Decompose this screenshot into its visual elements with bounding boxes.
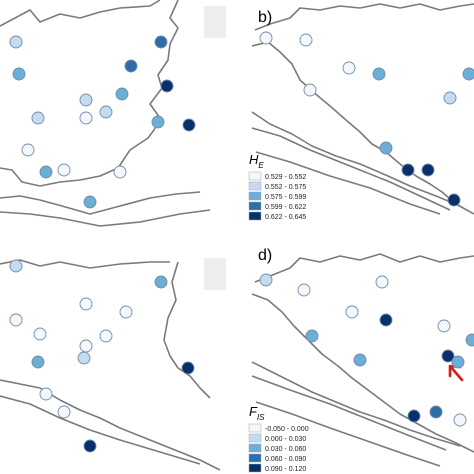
legend-label: 0.000 - 0.030 [265,436,306,443]
site-marker [79,93,93,107]
site-marker [9,313,23,327]
site-marker [421,163,435,177]
legend-title-sub: IS [257,413,265,422]
site-marker [447,193,461,207]
site-marker [57,405,71,419]
legend-title: HE [249,152,264,170]
legend-label: 0.090 - 0.120 [265,466,306,473]
panel-label-b: b) [258,9,272,26]
site-marker [151,115,165,129]
site-marker [181,361,195,375]
panel-divider-horizontal [0,234,474,244]
site-marker [451,355,465,369]
site-marker [33,327,47,341]
site-marker [401,163,415,177]
legend-swatch [248,211,262,221]
site-marker [9,35,23,49]
site-marker [31,111,45,125]
site-marker [154,275,168,289]
site-marker [154,35,168,49]
site-marker [39,165,53,179]
site-marker [303,83,317,97]
legend-swatch [248,423,262,433]
site-marker [113,165,127,179]
legend-label: 0.060 - 0.090 [265,456,306,463]
site-marker [345,305,359,319]
site-marker [83,439,97,453]
coastline [0,0,211,227]
legend-label: 0.622 - 0.645 [265,214,306,221]
scale-bar-box [204,6,226,38]
site-marker [453,413,467,427]
site-marker [99,105,113,119]
site-marker [83,195,97,209]
legend-fis: FIS -0.050 - 0.000 0.000 - 0.030 0.030 - 0… [248,404,309,473]
legend-swatch [248,201,262,211]
legend-swatch [248,443,262,453]
site-marker [443,91,457,105]
site-marker [39,387,53,401]
legend-he: HE 0.529 - 0.552 0.552 - 0.575 0.575 - 0.5… [248,152,306,221]
panel-a [0,0,226,227]
site-marker [21,143,35,157]
site-marker [407,409,421,423]
site-marker [31,355,45,369]
legend-label: 0.599 - 0.622 [265,204,306,211]
site-marker [375,275,389,289]
site-marker [429,405,443,419]
legend-swatch [248,453,262,463]
site-marker [77,351,91,365]
site-marker [57,163,71,177]
site-marker [124,59,138,73]
site-marker [79,111,93,125]
legend-label: 0.575 - 0.599 [265,194,306,201]
site-marker [160,79,174,93]
site-marker [297,283,311,297]
legend-label: -0.050 - 0.000 [265,426,309,433]
coastline [251,253,474,467]
site-marker [379,313,393,327]
legend-title-sub: E [258,161,264,170]
panel-label-d: d) [258,247,272,264]
site-marker [353,353,367,367]
site-marker [119,305,133,319]
panel-c [0,258,226,471]
site-marker [462,67,474,81]
legend-swatch [248,191,262,201]
site-markers [9,31,474,453]
scale-bar-box [204,258,226,290]
coastline [0,259,221,471]
panel-d: d) [251,247,474,467]
site-marker [79,339,93,353]
panel-b: b) [251,3,474,215]
legend-label: 0.552 - 0.575 [265,184,306,191]
site-marker [299,33,313,47]
site-marker [182,118,196,132]
site-marker [259,273,273,287]
legend-label: 0.529 - 0.552 [265,174,306,181]
site-marker [441,349,455,363]
site-marker [437,319,451,333]
legend-title: FIS [249,404,265,422]
site-marker [79,297,93,311]
legend-swatch [248,181,262,191]
site-marker [12,67,26,81]
legend-swatch [248,171,262,181]
legend-title-main: F [249,404,258,419]
legend-title-main: H [249,152,259,167]
site-marker [9,259,23,273]
site-marker [342,61,356,75]
legend-swatch [248,463,262,473]
site-marker [99,329,113,343]
legend-swatch [248,433,262,443]
legend-label: 0.030 - 0.060 [265,446,306,453]
site-marker [115,87,129,101]
coastline [251,3,474,215]
site-marker [465,333,474,347]
site-marker [305,329,319,343]
site-marker [372,67,386,81]
site-marker [379,141,393,155]
site-marker [259,31,273,45]
